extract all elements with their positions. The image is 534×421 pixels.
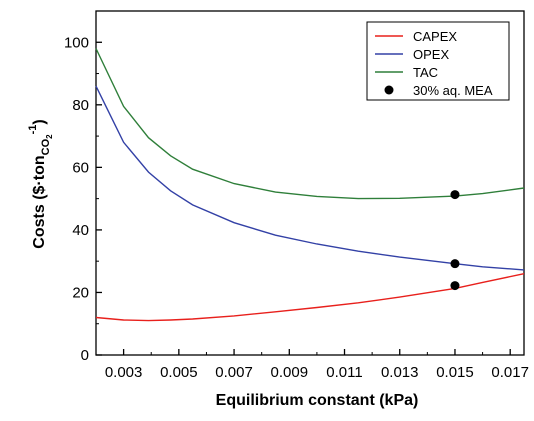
x-axis-title: Equilibrium constant (kPa) xyxy=(216,392,419,409)
x-tick-label: 0.015 xyxy=(436,364,474,381)
x-tick-label: 0.009 xyxy=(271,364,309,381)
x-tick-label: 0.011 xyxy=(326,364,362,381)
y-tick-label: 80 xyxy=(72,97,89,114)
y-tick-label: 20 xyxy=(72,284,89,301)
x-tick-label: 0.007 xyxy=(215,364,253,381)
mea-points xyxy=(450,190,460,291)
legend: CAPEX OPEX TAC 30% aq. MEA xyxy=(366,21,510,101)
legend-marker xyxy=(384,85,394,95)
x-tick-label: 0.013 xyxy=(381,364,419,381)
legend-label: CAPEX xyxy=(413,29,457,44)
x-tick-label: 0.003 xyxy=(105,364,143,381)
y-axis-title-part: -1 xyxy=(27,125,39,135)
y-axis-title-part: Costs ($·ton xyxy=(31,155,48,248)
y-tick-label: 60 xyxy=(72,159,89,176)
y-axis-title-part: 2 xyxy=(45,134,54,139)
mea-point xyxy=(450,259,460,269)
x-tick-label: 0.017 xyxy=(491,364,529,381)
y-axis-title: Costs ($·tonCO2 -1) xyxy=(27,119,54,248)
series-line-capex xyxy=(95,273,525,322)
legend-label: 30% aq. MEA xyxy=(413,83,493,98)
mea-point xyxy=(450,281,460,291)
y-axis-title-part: CO xyxy=(40,138,52,155)
legend-label: TAC xyxy=(413,65,438,80)
mea-point xyxy=(450,190,460,200)
y-tick-label: 40 xyxy=(72,222,89,239)
series-line-opex xyxy=(95,85,525,271)
plot-frame xyxy=(95,10,525,356)
y-tick-label: 100 xyxy=(64,34,89,51)
y-tick-label: 0 xyxy=(81,347,89,364)
y-axis-title-part: ) xyxy=(31,119,48,124)
axes: 0 20 40 60 80 100 0.003 0.005 0.007 0.009 0.011 0.0… xyxy=(64,10,529,381)
x-tick-label: 0.005 xyxy=(160,364,198,381)
legend-label: OPEX xyxy=(413,47,449,62)
